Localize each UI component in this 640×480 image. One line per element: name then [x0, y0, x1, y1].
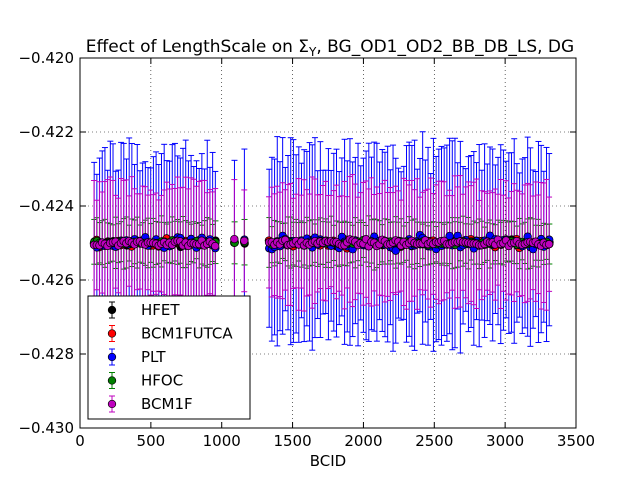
y-tick-label: −0.424: [18, 197, 74, 215]
data-points: [89, 230, 554, 255]
data-point: [391, 246, 400, 255]
legend: HFET BCM1FUTCA PLT HFOC BCM1F: [87, 295, 251, 420]
y-tick-label: −0.420: [18, 49, 74, 67]
x-tick-label: 2500: [415, 432, 453, 450]
y-tick-labels: −0.430 −0.428 −0.426 −0.424 −0.422 −0.420: [18, 49, 74, 437]
legend-marker: [107, 399, 117, 409]
legend-label: HFOC: [141, 372, 183, 390]
legend-marker: [107, 376, 117, 385]
data-point: [240, 236, 249, 245]
x-tick-labels: 0 500 1000 1500 2000 2500 3000 3500: [75, 432, 595, 450]
legend-marker: [107, 305, 117, 315]
chart-title-subscript: Y: [308, 45, 317, 59]
plot-frame: [79, 57, 577, 429]
x-tick-label: 3000: [486, 432, 524, 450]
x-axis-label: BCID: [310, 452, 346, 470]
x-tick-label: 0: [75, 432, 85, 450]
x-tick-label: 2000: [344, 432, 382, 450]
x-tick-label: 500: [137, 432, 166, 450]
x-tick-label: 3500: [557, 432, 595, 450]
y-tick-label: −0.430: [18, 419, 74, 437]
y-tick-label: −0.422: [18, 123, 74, 141]
chart-title-suffix: , BG_OD1_OD2_BB_DB_LS, DG: [316, 37, 574, 57]
y-tick-label: −0.426: [18, 271, 74, 289]
x-tick-label: 1500: [273, 432, 311, 450]
legend-marker: [107, 329, 117, 338]
legend-label: BCM1F: [141, 395, 193, 413]
data-point: [230, 234, 239, 244]
legend-label: HFET: [141, 301, 180, 319]
data-point: [544, 240, 554, 249]
chart-title-prefix: Effect of LengthScale on Σ: [86, 37, 309, 57]
chart-title: Effect of LengthScale on ΣY, BG_OD1_OD2_…: [86, 37, 574, 59]
legend-marker: [107, 352, 117, 362]
data-point: [211, 241, 220, 251]
legend-label: PLT: [141, 348, 166, 366]
y-tick-label: −0.428: [18, 345, 74, 363]
legend-label: BCM1FUTCA: [141, 325, 233, 343]
x-tick-label: 1000: [203, 432, 241, 450]
